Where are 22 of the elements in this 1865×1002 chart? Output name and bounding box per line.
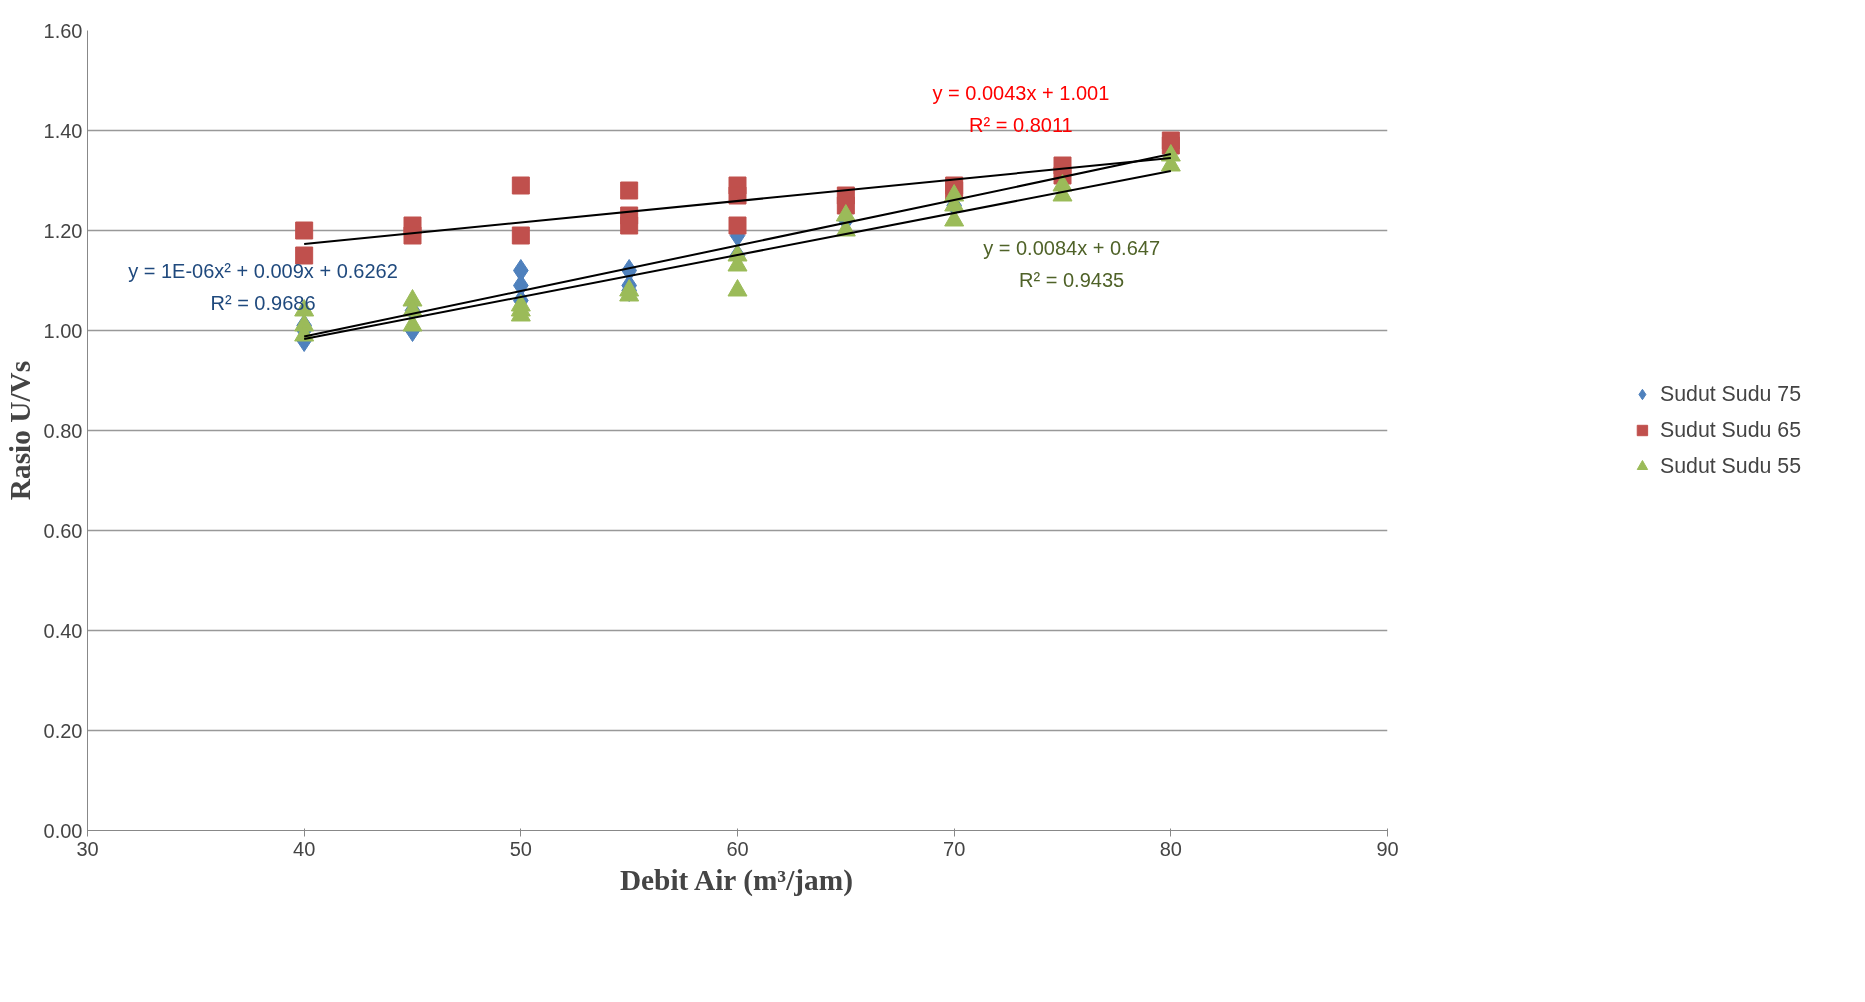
y-axis-title: Rasio U/Vs: [3, 360, 36, 501]
annotation: y = 0.0043x + 1.001 R² = 0.8011: [932, 81, 1110, 136]
x-tick-label: 40: [293, 837, 316, 860]
x-tick-label: 60: [726, 837, 749, 860]
x-tick-label: 90: [1376, 837, 1399, 860]
y-tick-label: 1.60: [43, 19, 83, 42]
x-tick-label: 50: [509, 837, 532, 860]
y-tick-label: 0.60: [43, 519, 83, 542]
x-tick-label: 80: [1159, 837, 1182, 860]
legend-label: Sudut Sudu 75: [1659, 381, 1802, 407]
y-tick-label: 0.80: [43, 419, 83, 442]
y-tick-label: 1.40: [43, 119, 83, 142]
y-tick-label: 1.00: [43, 319, 83, 342]
x-axis-title: Debit Air (m³/jam): [619, 863, 853, 897]
x-tick-label: 70: [943, 837, 966, 860]
annotation: y = 1E-06x² + 0.009x + 0.6262 R² = 0.9686: [128, 259, 398, 314]
y-tick-label: 1.20: [43, 219, 83, 242]
y-tick-label: 0.40: [43, 619, 83, 642]
y-tick-label: 0.20: [43, 719, 83, 742]
annotation: y = 0.0084x + 0.647 R² = 0.9435: [983, 237, 1161, 292]
legend-label: Sudut Sudu 65: [1659, 417, 1802, 443]
legend-label: Sudut Sudu 55: [1659, 453, 1802, 479]
